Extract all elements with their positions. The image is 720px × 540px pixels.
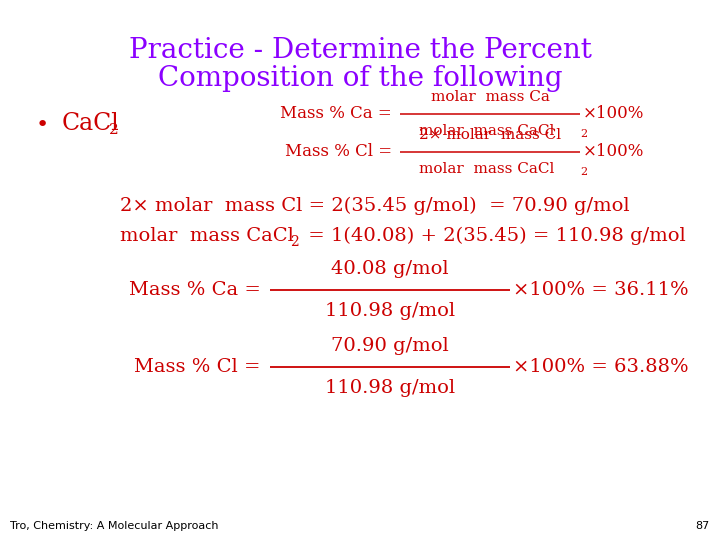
Text: ×100% = 63.88%: ×100% = 63.88% bbox=[513, 358, 688, 376]
Text: Mass % Cl =: Mass % Cl = bbox=[134, 358, 267, 376]
Text: = 1(40.08) + 2(35.45) = 110.98 g/mol: = 1(40.08) + 2(35.45) = 110.98 g/mol bbox=[302, 227, 685, 245]
Text: 2: 2 bbox=[109, 123, 119, 137]
Text: Practice - Determine the Percent: Practice - Determine the Percent bbox=[129, 37, 591, 64]
Text: molar  mass CaCl: molar mass CaCl bbox=[419, 124, 554, 138]
Text: 2× molar  mass Cl = 2(35.45 g/mol)  = 70.90 g/mol: 2× molar mass Cl = 2(35.45 g/mol) = 70.9… bbox=[120, 197, 629, 215]
Text: Mass % Ca =: Mass % Ca = bbox=[129, 281, 267, 299]
Text: 2× molar  mass Cl: 2× molar mass Cl bbox=[419, 128, 561, 142]
Text: 2: 2 bbox=[290, 235, 299, 249]
Text: 110.98 g/mol: 110.98 g/mol bbox=[325, 379, 455, 397]
Text: 110.98 g/mol: 110.98 g/mol bbox=[325, 302, 455, 320]
Text: ×100% = 36.11%: ×100% = 36.11% bbox=[513, 281, 688, 299]
Text: 70.90 g/mol: 70.90 g/mol bbox=[331, 337, 449, 355]
Text: CaCl: CaCl bbox=[62, 111, 120, 134]
Text: Tro, Chemistry: A Molecular Approach: Tro, Chemistry: A Molecular Approach bbox=[10, 521, 218, 531]
Text: ×100%: ×100% bbox=[583, 144, 644, 160]
Text: 2: 2 bbox=[580, 129, 587, 139]
Text: 2: 2 bbox=[580, 167, 587, 177]
Text: 87: 87 bbox=[696, 521, 710, 531]
Text: 40.08 g/mol: 40.08 g/mol bbox=[331, 260, 449, 278]
Text: •: • bbox=[35, 115, 49, 135]
Text: Mass % Ca =: Mass % Ca = bbox=[280, 105, 397, 123]
Text: molar  mass CaCl: molar mass CaCl bbox=[419, 162, 554, 176]
Text: ×100%: ×100% bbox=[583, 105, 644, 123]
Text: Composition of the following: Composition of the following bbox=[158, 64, 562, 91]
Text: molar  mass CaCl: molar mass CaCl bbox=[120, 227, 294, 245]
Text: Mass % Cl =: Mass % Cl = bbox=[284, 144, 397, 160]
Text: molar  mass Ca: molar mass Ca bbox=[431, 90, 549, 104]
